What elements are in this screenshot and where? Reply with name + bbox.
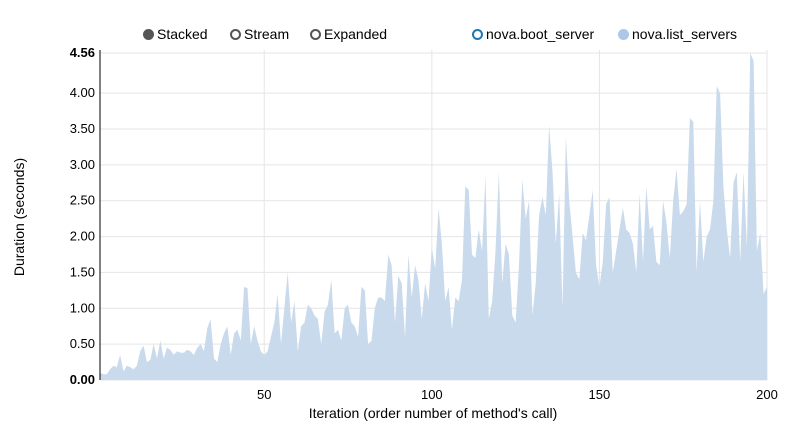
- area-nova-list-servers: [100, 53, 767, 380]
- y-tick-label: 2.00: [70, 229, 95, 244]
- stacked-option[interactable]: Stacked: [143, 26, 208, 42]
- stream-label: Stream: [244, 26, 290, 42]
- x-tick-label: 100: [421, 387, 443, 402]
- legend-label: nova.list_servers: [632, 26, 738, 42]
- legend-label: nova.boot_server: [486, 26, 595, 42]
- x-tick-label: 150: [589, 387, 611, 402]
- stacked-label: Stacked: [157, 26, 208, 42]
- y-tick-label: 3.00: [70, 157, 95, 172]
- y-tick-label: 2.50: [70, 193, 95, 208]
- legend-dot-icon: [618, 28, 629, 40]
- y-axis-label: Duration (seconds): [11, 158, 27, 276]
- y-ticks: 0.00 0.50 1.00 1.50 2.00 2.50 3.00 3.50 4.00 4.56: [70, 45, 95, 387]
- legend-item-list-servers[interactable]: nova.list_servers: [618, 26, 737, 42]
- legend-item-boot-server[interactable]: nova.boot_server: [472, 26, 594, 42]
- radio-empty-icon: [230, 28, 241, 40]
- expanded-option[interactable]: Expanded: [310, 26, 387, 42]
- radio-empty-icon: [310, 28, 321, 40]
- y-tick-label: 1.50: [70, 264, 95, 279]
- x-tick-label: 50: [257, 387, 271, 402]
- x-tick-label: 200: [756, 387, 778, 402]
- y-tick-label: 1.00: [70, 300, 95, 315]
- stream-option[interactable]: Stream: [230, 26, 289, 42]
- x-axis-label: Iteration (order number of method's call…: [309, 405, 558, 421]
- y-tick-label: 4.56: [70, 45, 95, 60]
- y-tick-label: 0.00: [70, 372, 95, 387]
- x-ticks: 50 100 150 200: [257, 387, 778, 402]
- legend-dot-icon: [472, 28, 483, 40]
- y-tick-label: 0.50: [70, 336, 95, 351]
- y-tick-label: 3.50: [70, 121, 95, 136]
- expanded-label: Expanded: [324, 26, 388, 42]
- y-tick-label: 4.00: [70, 85, 95, 100]
- radio-filled-icon: [143, 28, 154, 40]
